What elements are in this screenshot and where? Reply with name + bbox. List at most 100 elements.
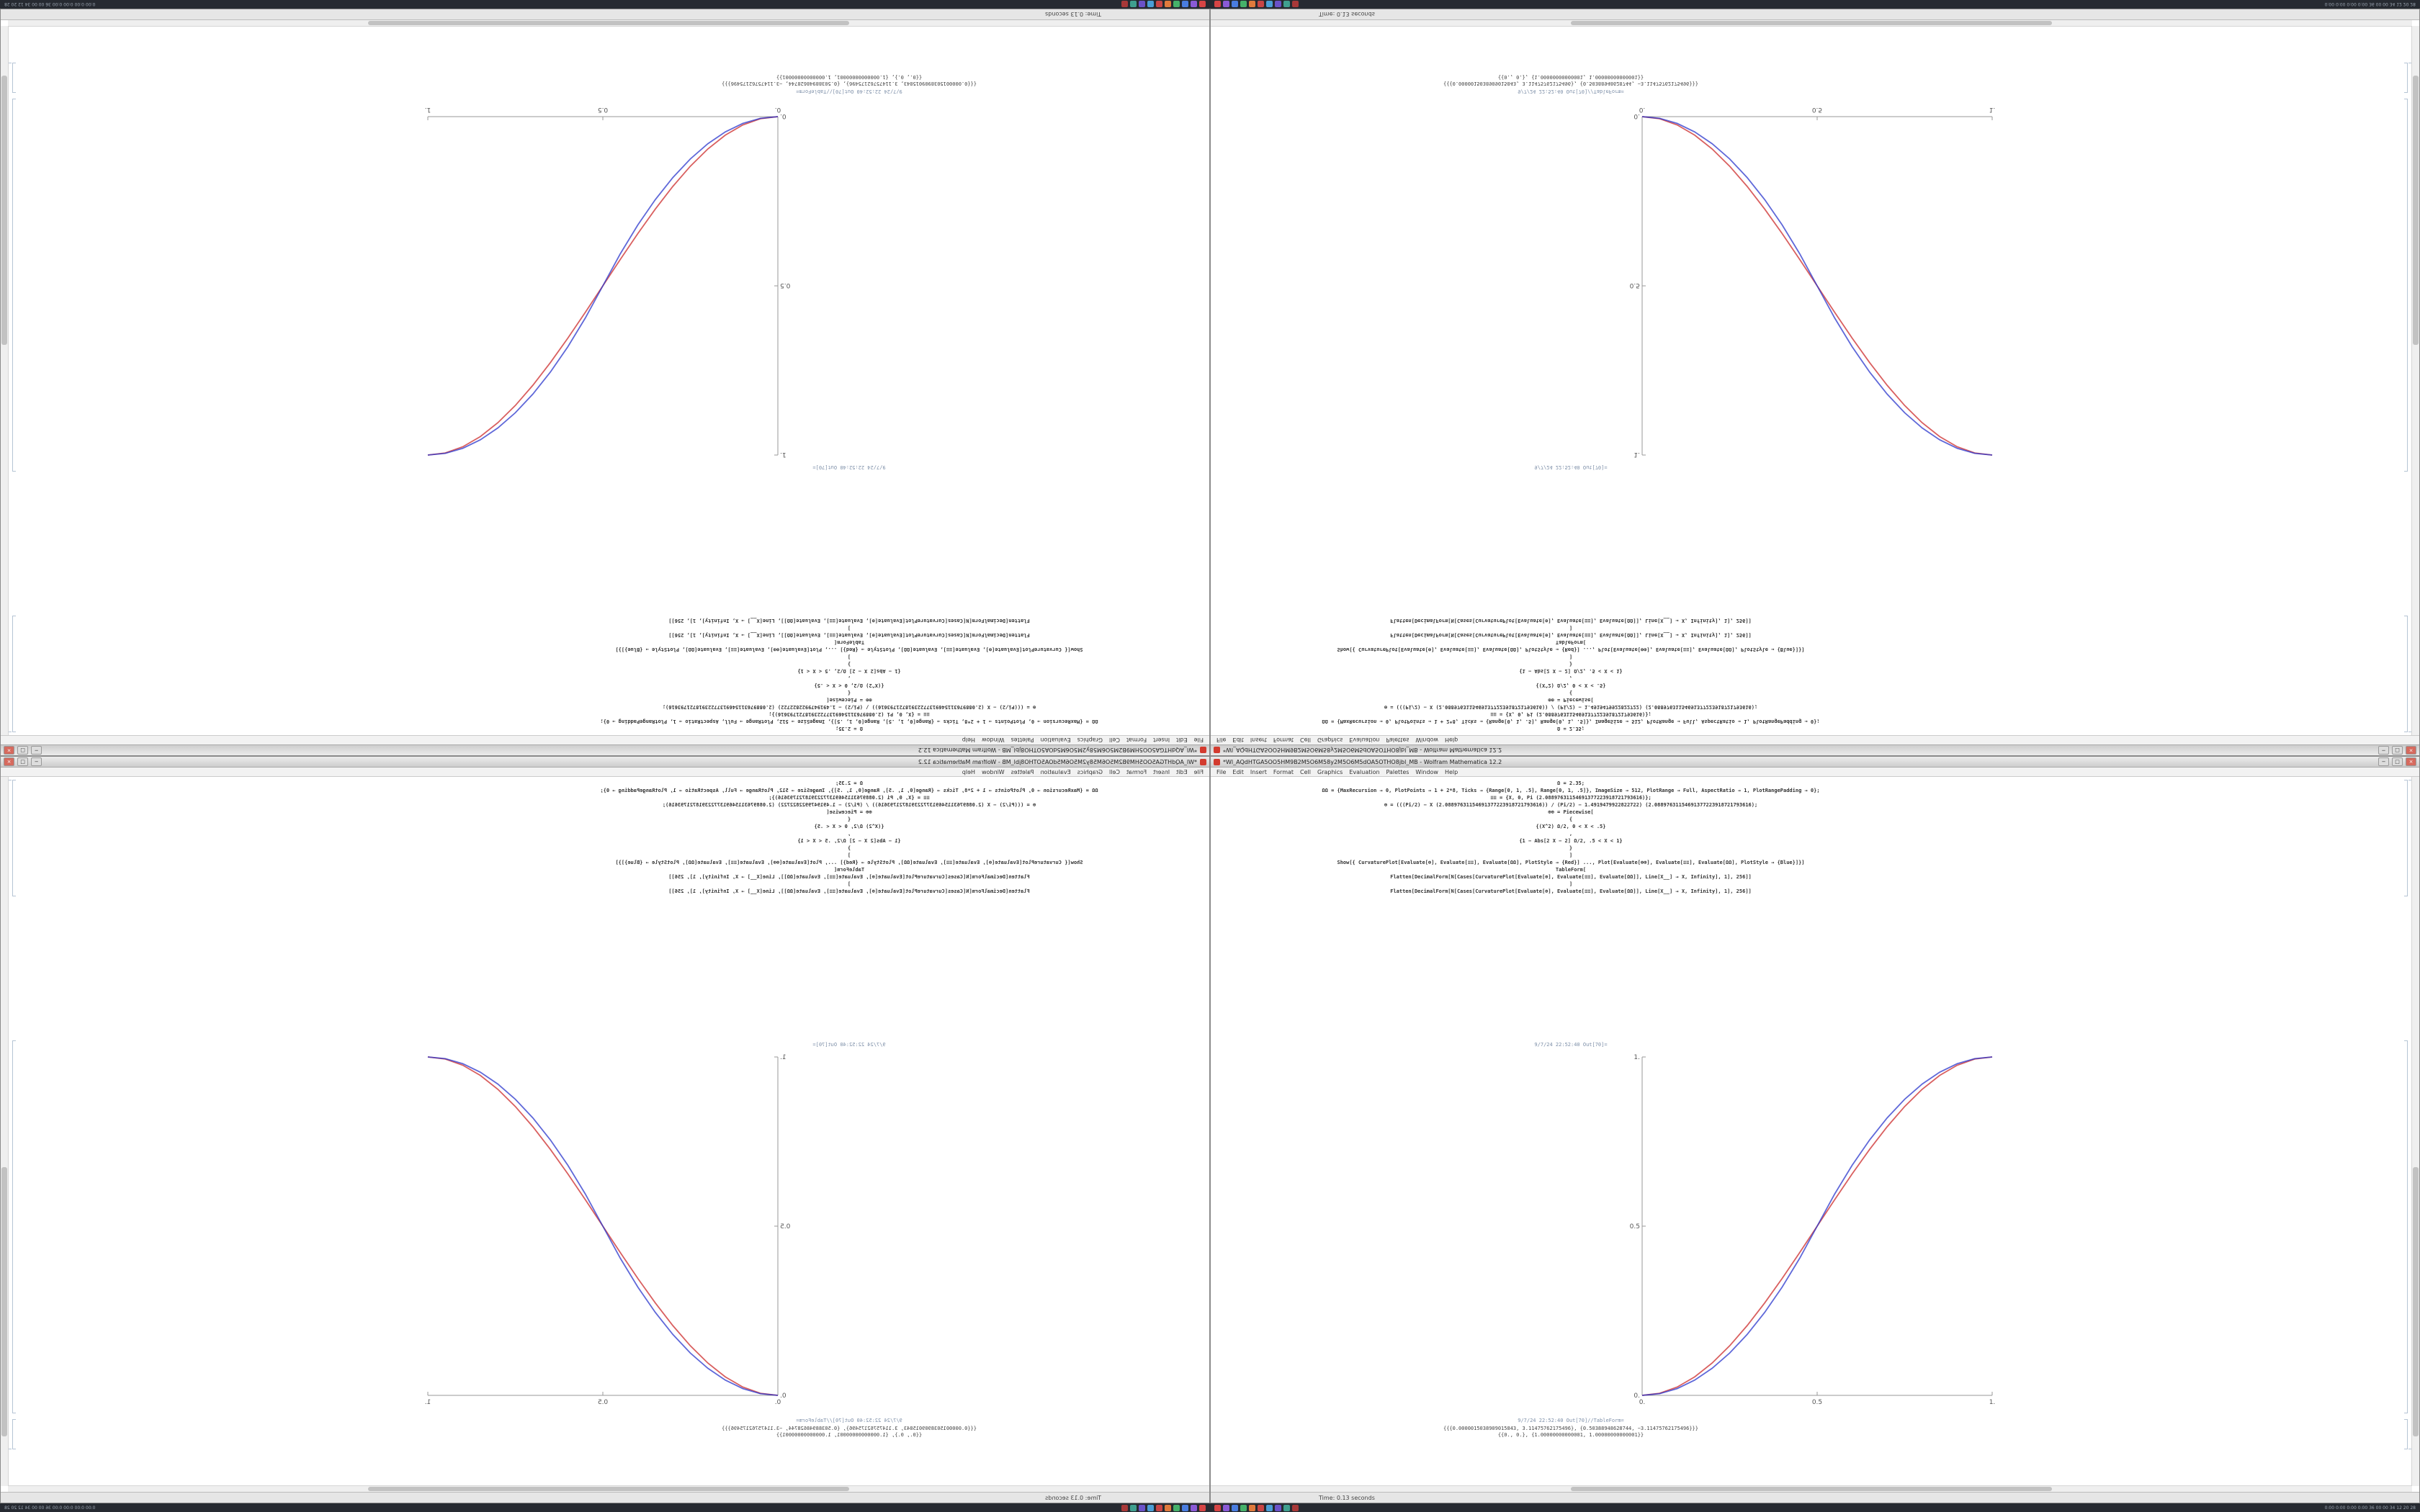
input-cell-line[interactable]: Ω = 2.35; bbox=[835, 780, 863, 786]
menu-item[interactable]: Graphics bbox=[1077, 768, 1103, 775]
launcher-skyblue-icon[interactable] bbox=[1147, 1, 1154, 8]
vertical-scrollbar-thumb[interactable] bbox=[2413, 75, 2419, 346]
maximize-button[interactable]: □ bbox=[17, 746, 28, 755]
maximize-button[interactable]: □ bbox=[2392, 757, 2403, 766]
menu-item[interactable]: Edit bbox=[1176, 768, 1188, 775]
input-cell-line[interactable]: { bbox=[1569, 690, 1573, 696]
input-cell-line[interactable]: ] bbox=[1569, 654, 1573, 660]
input-cell-line[interactable]: {(X^2) Ω/2, 0 < X < .5} bbox=[814, 683, 884, 688]
cell-bracket-table[interactable] bbox=[2404, 1419, 2408, 1449]
input-cell-line[interactable]: Flatten[DecimalForm[N[Cases[CurvaturePlo… bbox=[668, 618, 1030, 624]
input-cell-line[interactable]: TableForm[ bbox=[833, 639, 865, 645]
launcher-green-icon[interactable] bbox=[1173, 1504, 1180, 1511]
launcher-teal-icon[interactable] bbox=[1130, 1, 1137, 8]
launcher-purple-icon[interactable] bbox=[1139, 1504, 1145, 1511]
cell-bracket-inputs[interactable] bbox=[12, 780, 16, 896]
input-cell-line[interactable]: ] bbox=[1569, 852, 1573, 858]
horizontal-scrollbar[interactable] bbox=[8, 20, 1209, 27]
menu-item[interactable]: Palettes bbox=[1386, 737, 1410, 744]
input-cell-line[interactable]: Flatten[DecimalForm[N[Cases[CurvaturePlo… bbox=[1390, 618, 1752, 624]
launcher-orange-icon[interactable] bbox=[1249, 1, 1255, 8]
input-cell-line[interactable]: {1 − Abs[2 X − 2] Ω/2, .5 < X < 1} bbox=[797, 668, 901, 674]
menu-item[interactable]: Window bbox=[1415, 737, 1438, 744]
close-button[interactable]: × bbox=[2406, 746, 2416, 755]
input-cell-line[interactable]: , bbox=[847, 675, 851, 681]
cell-bracket-inputs[interactable] bbox=[2404, 780, 2408, 896]
input-cell-line[interactable]: Flatten[DecimalForm[N[Cases[CurvaturePlo… bbox=[1390, 874, 1752, 880]
cell-bracket-table[interactable] bbox=[12, 1419, 16, 1449]
input-cell-line[interactable]: Ω = 2.35; bbox=[835, 726, 863, 732]
cell-bracket-table[interactable] bbox=[2404, 63, 2408, 93]
input-cell-line[interactable]: ⊕ = (((Pi/2) − X (2.08897631154691377223… bbox=[1384, 802, 1758, 808]
launcher-red-icon[interactable] bbox=[1214, 1504, 1221, 1511]
menu-item[interactable]: Cell bbox=[1300, 737, 1311, 744]
notebook-content[interactable]: Ω = 2.35; ΩΩ = {MaxRecursion → 0, PlotPoi… bbox=[1211, 20, 2419, 735]
input-cell-line[interactable]: ⊕⊕ = Piecewise[ bbox=[1548, 809, 1594, 815]
launcher-violet-icon[interactable] bbox=[1191, 1504, 1197, 1511]
menu-item[interactable]: File bbox=[1216, 737, 1227, 744]
cell-bracket-inputs[interactable] bbox=[2404, 616, 2408, 732]
launcher-orange-icon[interactable] bbox=[1165, 1, 1171, 8]
launcher-purple-icon[interactable] bbox=[1139, 1, 1145, 8]
vertical-scrollbar-thumb[interactable] bbox=[2413, 1166, 2419, 1437]
input-cell-line[interactable]: Show[{ CurvaturePlot[Evaluate[⊕], Evalua… bbox=[1337, 860, 1805, 865]
menu-item[interactable]: File bbox=[1193, 737, 1204, 744]
menu-item[interactable]: Insert bbox=[1153, 737, 1170, 744]
menu-item[interactable]: Help bbox=[962, 737, 976, 744]
horizontal-scrollbar-thumb[interactable] bbox=[1571, 21, 2052, 25]
menu-item[interactable]: Window bbox=[982, 768, 1005, 775]
input-cell-line[interactable]: , bbox=[1569, 831, 1573, 837]
input-cell-line[interactable]: Show[{ CurvaturePlot[Evaluate[⊕], Evalua… bbox=[615, 647, 1083, 652]
horizontal-scrollbar[interactable] bbox=[1211, 1485, 2412, 1492]
launcher-blue-icon[interactable] bbox=[1182, 1504, 1188, 1511]
launcher-skyblue-icon[interactable] bbox=[1147, 1504, 1154, 1511]
input-cell-line[interactable]: ] bbox=[1569, 625, 1573, 631]
input-cell-line[interactable]: { bbox=[847, 816, 851, 822]
menu-item[interactable]: Evaluation bbox=[1040, 737, 1071, 744]
menu-item[interactable]: Palettes bbox=[1386, 768, 1410, 775]
input-cell-line[interactable]: Flatten[DecimalForm[N[Cases[CurvaturePlo… bbox=[1390, 888, 1752, 894]
input-cell-line[interactable]: {(X^2) Ω/2, 0 < X < .5} bbox=[1536, 683, 1606, 688]
window-titlebar[interactable]: *Wl_AQdHTGA5OO5HM9B2M5O6M58y2M5O6M5dOA5O… bbox=[1211, 757, 2419, 768]
input-cell-line[interactable]: Flatten[DecimalForm[N[Cases[CurvaturePlo… bbox=[668, 632, 1030, 638]
launcher-teal-icon[interactable] bbox=[1130, 1504, 1137, 1511]
input-cell-line[interactable]: ⊕ = (((Pi/2) − X (2.08897631154691377223… bbox=[662, 802, 1036, 808]
launcher-blue-icon[interactable] bbox=[1182, 1, 1188, 8]
menu-item[interactable]: Cell bbox=[1300, 768, 1311, 775]
input-cell-line[interactable]: {1 − Abs[2 X − 2] Ω/2, .5 < X < 1} bbox=[1519, 668, 1623, 674]
launcher-blue-icon[interactable] bbox=[1232, 1504, 1238, 1511]
input-cell-line[interactable]: , bbox=[1569, 675, 1573, 681]
launcher-darkred-icon[interactable] bbox=[1121, 1504, 1128, 1511]
vertical-scrollbar[interactable] bbox=[2411, 26, 2419, 735]
launcher-skyblue-icon[interactable] bbox=[1266, 1, 1273, 8]
maximize-button[interactable]: □ bbox=[2392, 746, 2403, 755]
menu-item[interactable]: Evaluation bbox=[1349, 737, 1380, 744]
input-cell-line[interactable]: ΩΩ = {MaxRecursion → 0, PlotPoints → 1 +… bbox=[600, 719, 1098, 724]
cell-bracket-table[interactable] bbox=[12, 63, 16, 93]
menu-item[interactable]: Evaluation bbox=[1040, 768, 1071, 775]
vertical-scrollbar-thumb[interactable] bbox=[1, 75, 7, 346]
minimize-button[interactable]: − bbox=[31, 757, 42, 766]
launcher-crimson-icon[interactable] bbox=[1156, 1, 1162, 8]
launcher-crimson-icon[interactable] bbox=[1258, 1504, 1264, 1511]
vertical-scrollbar[interactable] bbox=[1, 26, 9, 735]
input-cell-line[interactable]: { bbox=[847, 690, 851, 696]
input-cell-line[interactable]: ≡≡ = {X, 0, Pi (2.0889763115469137722391… bbox=[768, 795, 930, 801]
input-cell-line[interactable]: {(X^2) Ω/2, 0 < X < .5} bbox=[814, 824, 884, 829]
launcher-green-icon[interactable] bbox=[1240, 1, 1247, 8]
window-titlebar[interactable]: *Wl_AQdHTGA5OO5HM9B2M5O6M58y2M5O6M5dOA5O… bbox=[1, 744, 1209, 755]
launcher-green-icon[interactable] bbox=[1173, 1, 1180, 8]
input-cell-line[interactable]: , bbox=[847, 831, 851, 837]
launcher-green-icon[interactable] bbox=[1240, 1504, 1247, 1511]
cell-bracket-plot[interactable] bbox=[2404, 99, 2408, 472]
input-cell-line[interactable]: {1 − Abs[2 X − 2] Ω/2, .5 < X < 1} bbox=[1519, 838, 1623, 844]
launcher-crimson-icon[interactable] bbox=[1156, 1504, 1162, 1511]
horizontal-scrollbar-thumb[interactable] bbox=[1571, 1487, 2052, 1491]
cell-bracket-plot[interactable] bbox=[12, 99, 16, 472]
launcher-purple-icon[interactable] bbox=[1275, 1504, 1281, 1511]
menu-item[interactable]: Format bbox=[1126, 768, 1147, 775]
cell-bracket-plot[interactable] bbox=[12, 1040, 16, 1413]
input-cell-line[interactable]: Flatten[DecimalForm[N[Cases[CurvaturePlo… bbox=[668, 874, 1030, 880]
launcher-crimson-icon[interactable] bbox=[1258, 1, 1264, 8]
launcher-blue-icon[interactable] bbox=[1232, 1, 1238, 8]
